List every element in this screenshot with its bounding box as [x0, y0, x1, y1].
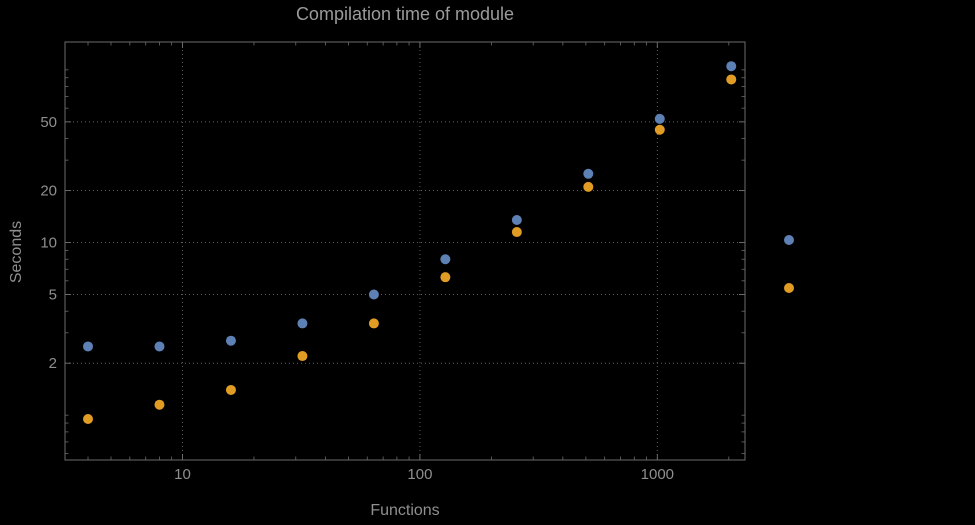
- data-point-series-orange: [83, 414, 94, 425]
- y-axis-label: Seconds: [8, 220, 25, 284]
- data-point-series-orange: [726, 74, 737, 85]
- chart-title: Compilation time of module: [295, 4, 515, 24]
- y-tick-label: 50: [40, 114, 57, 131]
- data-point-series-blue: [726, 61, 737, 72]
- data-point-series-blue: [654, 113, 665, 124]
- x-tick-label: 10: [174, 466, 191, 483]
- x-tick-label: 1000: [641, 466, 674, 483]
- data-point-series-blue: [368, 289, 379, 300]
- data-point-series-orange: [154, 399, 165, 410]
- data-point-series-orange: [225, 384, 236, 395]
- legend-marker-blue: [784, 235, 794, 245]
- data-point-series-blue: [297, 318, 308, 329]
- data-point-series-blue: [440, 254, 451, 265]
- y-tick-label: 10: [40, 235, 57, 252]
- data-point-series-blue: [583, 168, 594, 179]
- data-point-series-blue: [511, 215, 522, 226]
- plot-frame: [64, 41, 746, 461]
- data-point-series-blue: [154, 341, 165, 352]
- x-tick-label: 100: [407, 466, 432, 483]
- data-point-series-blue: [225, 335, 236, 346]
- data-point-series-orange: [297, 351, 308, 362]
- y-tick-label: 20: [40, 183, 57, 200]
- data-point-series-blue: [83, 341, 94, 352]
- legend-marker-orange: [784, 283, 794, 293]
- y-tick-label: 2: [49, 355, 57, 372]
- data-point-series-orange: [368, 318, 379, 329]
- data-point-series-orange: [511, 227, 522, 238]
- x-axis-label: Functions: [370, 502, 440, 519]
- data-point-series-orange: [654, 124, 665, 135]
- data-point-series-orange: [583, 181, 594, 192]
- y-tick-label: 5: [49, 286, 57, 303]
- data-point-series-orange: [440, 272, 451, 283]
